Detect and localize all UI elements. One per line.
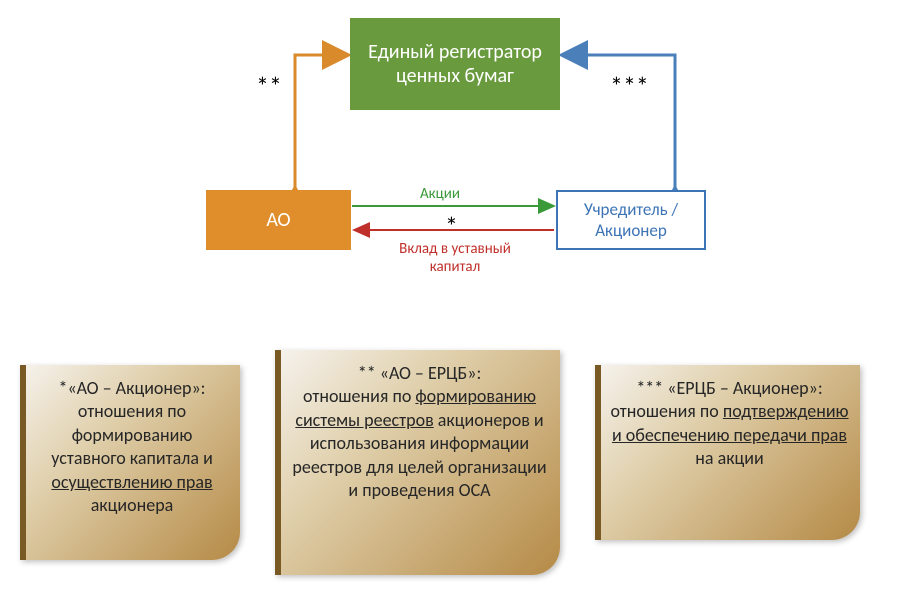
edge-label-shares: Акции [420, 185, 460, 203]
node-shareholder-label: Учредитель / Акционер [558, 199, 704, 241]
node-registrar: Единый регистратор ценных бумаг [350, 18, 560, 110]
node-registrar-label: Единый регистратор ценных бумаг [352, 40, 558, 88]
callout-ao-ercb: ** «АО – ЕРЦБ»: отношения по формировани… [275, 350, 560, 575]
edge-label-ao-registrar: ** [256, 70, 282, 102]
edge-label-contribution: Вклад в уставный капитал [380, 240, 530, 276]
edge-label-shareholder-registrar: *** [610, 70, 649, 102]
callout-ao-shareholder: *«АО – Акционер»: отношения по формирова… [20, 365, 240, 560]
callout3-title: «ЕРЦБ – Акционер»: [663, 377, 822, 399]
callout1-underline: осуществлению прав [51, 471, 212, 493]
callout3-marker: *** [636, 377, 663, 399]
callout1-tail: акционера [91, 494, 174, 516]
callout2-pre: отношения по [303, 385, 415, 407]
callout2-marker: ** [358, 362, 376, 384]
callout3-post: на акции [695, 447, 764, 469]
node-ao-label: АО [266, 208, 290, 232]
callout3-pre: отношения по [610, 400, 722, 422]
callout1-title: «АО – Акционер»: [67, 377, 205, 399]
callout2-title: «АО – ЕРЦБ»: [376, 362, 482, 384]
node-ao: АО [206, 190, 351, 250]
callout-ercb-shareholder: *** «ЕРЦБ – Акционер»: отношения по подт… [595, 365, 860, 540]
callout1-body: отношения по формированию уставного капи… [51, 400, 213, 469]
edge-label-star: * [445, 210, 458, 242]
node-shareholder: Учредитель / Акционер [556, 190, 706, 250]
